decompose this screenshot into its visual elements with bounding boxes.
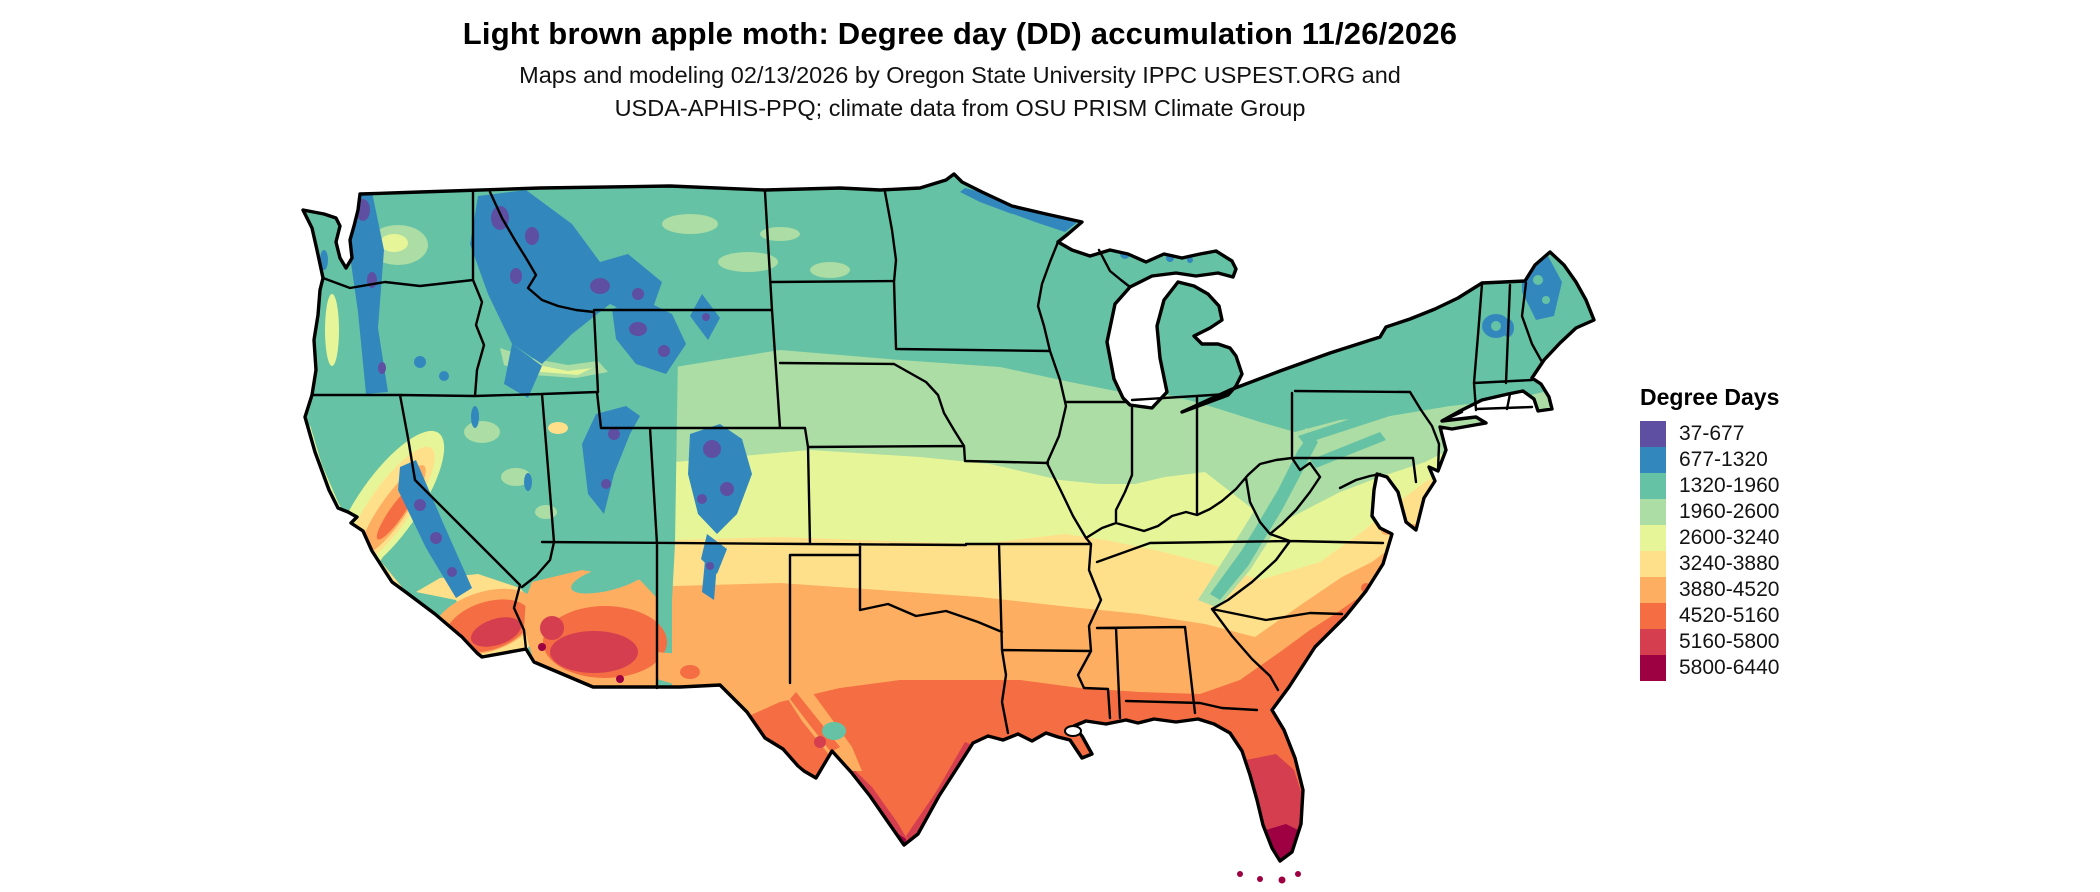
legend-swatch bbox=[1640, 473, 1666, 499]
florida-keys bbox=[1237, 871, 1301, 884]
legend-swatch bbox=[1640, 577, 1666, 603]
legend-swatch bbox=[1640, 525, 1666, 551]
page-title: Light brown apple moth: Degree day (DD) … bbox=[462, 16, 1458, 51]
legend-swatch bbox=[1640, 421, 1666, 447]
legend-label: 4520-5160 bbox=[1679, 604, 1780, 627]
legend-label: 1960-2600 bbox=[1679, 500, 1780, 523]
legend: Degree Days 37-677 677-1320 1320-1960 19… bbox=[1640, 384, 1779, 681]
legend-label: 5160-5800 bbox=[1679, 630, 1780, 653]
legend-label: 1320-1960 bbox=[1679, 474, 1780, 497]
us-outline bbox=[301, 172, 1596, 863]
legend-label: 37-677 bbox=[1679, 422, 1745, 445]
lake-pontchartrain bbox=[1064, 725, 1082, 737]
legend-swatch bbox=[1640, 629, 1666, 655]
legend-label: 5800-6440 bbox=[1679, 656, 1780, 679]
legend-label: 677-1320 bbox=[1679, 448, 1768, 471]
legend-item: 3240-3880 bbox=[1640, 551, 1779, 577]
legend-swatch bbox=[1640, 551, 1666, 577]
legend-item: 37-677 bbox=[1640, 421, 1779, 447]
legend-item: 5800-6440 bbox=[1640, 655, 1779, 681]
state-borders bbox=[310, 190, 1544, 735]
legend-item: 1320-1960 bbox=[1640, 473, 1779, 499]
subtitle-line-1: Maps and modeling 02/13/2026 by Oregon S… bbox=[519, 62, 1401, 88]
subtitle-line-2: USDA-APHIS-PPQ; climate data from OSU PR… bbox=[614, 95, 1306, 121]
page-subtitle: Maps and modeling 02/13/2026 by Oregon S… bbox=[160, 59, 1760, 125]
legend-item: 677-1320 bbox=[1640, 447, 1779, 473]
legend-title: Degree Days bbox=[1640, 384, 1780, 410]
us-degree-day-map bbox=[301, 172, 1596, 884]
legend-item: 4520-5160 bbox=[1640, 603, 1779, 629]
legend-label: 3880-4520 bbox=[1679, 578, 1780, 601]
legend-rows: 37-677 677-1320 1320-1960 1960-2600 2600… bbox=[1640, 421, 1779, 681]
legend-item: 2600-3240 bbox=[1640, 525, 1779, 551]
map-raster-layer bbox=[303, 174, 1594, 861]
legend-swatch bbox=[1640, 655, 1666, 681]
legend-swatch bbox=[1640, 499, 1666, 525]
legend-item: 3880-4520 bbox=[1640, 577, 1779, 603]
legend-label: 3240-3880 bbox=[1679, 552, 1780, 575]
legend-swatch bbox=[1640, 603, 1666, 629]
legend-label: 2600-3240 bbox=[1679, 526, 1780, 549]
legend-item: 1960-2600 bbox=[1640, 499, 1779, 525]
legend-swatch bbox=[1640, 447, 1666, 473]
legend-item: 5160-5800 bbox=[1640, 629, 1779, 655]
